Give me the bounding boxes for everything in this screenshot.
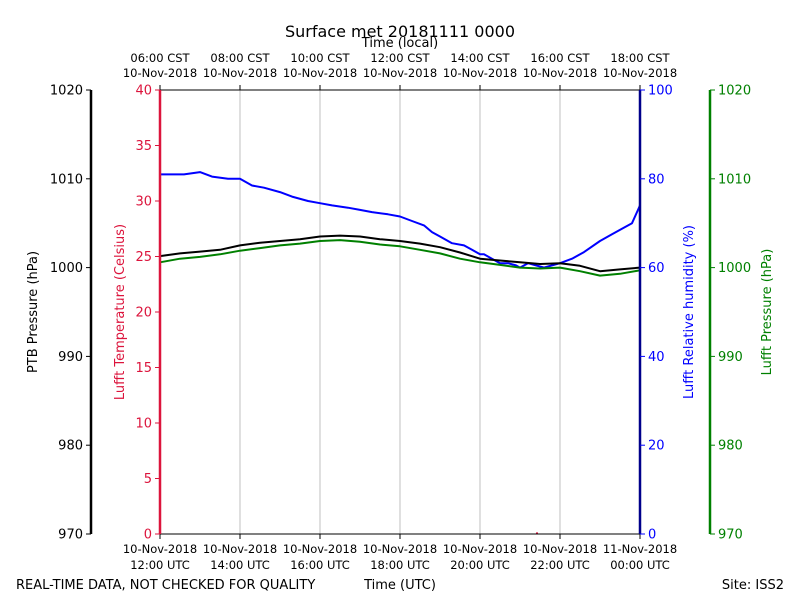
bottom-tick-date: 10-Nov-2018 <box>203 542 277 556</box>
top-axis-label: Time (local) <box>361 36 438 51</box>
temperature-tick-label: 5 <box>144 472 152 487</box>
bottom-tick-date: 10-Nov-2018 <box>283 542 357 556</box>
bottom-tick-date: 10-Nov-2018 <box>363 542 437 556</box>
data-series <box>159 171 641 535</box>
top-tick-time: 12:00 CST <box>370 51 430 65</box>
temperature-axis-label: Lufft Temperature (Celsius) <box>113 224 128 400</box>
bottom-tick-date: 10-Nov-2018 <box>523 542 597 556</box>
top-tick-time: 18:00 CST <box>610 51 670 65</box>
temperature-tick-label: 25 <box>135 250 152 265</box>
bottom-tick-time: 14:00 UTC <box>210 558 270 572</box>
top-tick-date: 10-Nov-2018 <box>523 66 597 80</box>
ptb-pressure-axis-label: PTB Pressure (hPa) <box>26 251 41 373</box>
temperature-tick-label: 0 <box>144 528 152 543</box>
lufft-pressure-line <box>159 239 641 277</box>
top-tick-date: 10-Nov-2018 <box>603 66 677 80</box>
top-tick-time: 06:00 CST <box>130 51 190 65</box>
bottom-tick-time: 12:00 UTC <box>130 558 190 572</box>
time-axes: 10-Nov-2018 12:00 UTC 10-Nov-2018 14:00 UTC… <box>123 51 677 572</box>
chart-title: Surface met 20181111 0000 <box>285 22 515 41</box>
humidity-tick-label: 40 <box>648 350 665 365</box>
temperature-tick-label: 30 <box>135 195 152 210</box>
bottom-tick-time: 00:00 UTC <box>610 558 670 572</box>
ptb-pressure-tick-label: 970 <box>58 528 83 543</box>
bottom-tick-time: 22:00 UTC <box>530 558 590 572</box>
bottom-tick-date: 11-Nov-2018 <box>603 542 677 556</box>
top-tick-date: 10-Nov-2018 <box>363 66 437 80</box>
top-tick-time: 14:00 CST <box>450 51 510 65</box>
humidity-axis-label: Lufft Relative humidity (%) <box>682 225 697 399</box>
top-tick-date: 10-Nov-2018 <box>203 66 277 80</box>
lufft-pressure-tick-label: 1010 <box>718 172 751 187</box>
lufft-pressure-tick-label: 1000 <box>718 261 751 276</box>
lufft-pressure-axis-label: Lufft Pressure (hPa) <box>760 249 775 376</box>
bottom-tick-date: 10-Nov-2018 <box>443 542 517 556</box>
ptb-pressure-tick-label: 1020 <box>50 84 83 99</box>
temperature-tick-label: 20 <box>135 306 152 321</box>
bottom-tick-time: 18:00 UTC <box>370 558 430 572</box>
bottom-tick-time: 16:00 UTC <box>290 558 350 572</box>
lufft-pressure-tick-label: 990 <box>718 350 743 365</box>
temperature-tick-label: 35 <box>135 139 152 154</box>
top-tick-date: 10-Nov-2018 <box>123 66 197 80</box>
site-label: Site: ISS2 <box>722 578 784 593</box>
top-tick-date: 10-Nov-2018 <box>283 66 357 80</box>
ptb-pressure-tick-label: 1010 <box>50 172 83 187</box>
bottom-tick-date: 10-Nov-2018 <box>123 542 197 556</box>
temperature-tick-label: 40 <box>135 84 152 99</box>
temperature-tick-label: 15 <box>135 361 152 376</box>
vertical-gridlines <box>239 90 561 534</box>
top-tick-time: 16:00 CST <box>530 51 590 65</box>
bottom-tick-time: 20:00 UTC <box>450 558 510 572</box>
ptb-pressure-tick-label: 990 <box>58 350 83 365</box>
top-tick-time: 08:00 CST <box>210 51 270 65</box>
humidity-tick-label: 20 <box>648 439 665 454</box>
humidity-tick-label: 60 <box>648 261 665 276</box>
top-tick-time: 10:00 CST <box>290 51 350 65</box>
ptb-pressure-tick-label: 1000 <box>50 261 83 276</box>
humidity-tick-label: 0 <box>648 528 656 543</box>
temperature-tick-label: 10 <box>135 417 152 432</box>
bottom-axis-label: Time (UTC) <box>363 578 436 593</box>
top-tick-date: 10-Nov-2018 <box>443 66 517 80</box>
humidity-tick-label: 100 <box>648 84 673 99</box>
lufft-pressure-tick-label: 1020 <box>718 84 751 99</box>
ptb-pressure-tick-label: 980 <box>58 439 83 454</box>
ptb-pressure-line <box>159 234 641 273</box>
lufft-pressure-tick-label: 970 <box>718 528 743 543</box>
lufft-pressure-tick-label: 980 <box>718 439 743 454</box>
quality-disclaimer: REAL-TIME DATA, NOT CHECKED FOR QUALITY <box>16 578 315 593</box>
humidity-tick-label: 80 <box>648 172 665 187</box>
